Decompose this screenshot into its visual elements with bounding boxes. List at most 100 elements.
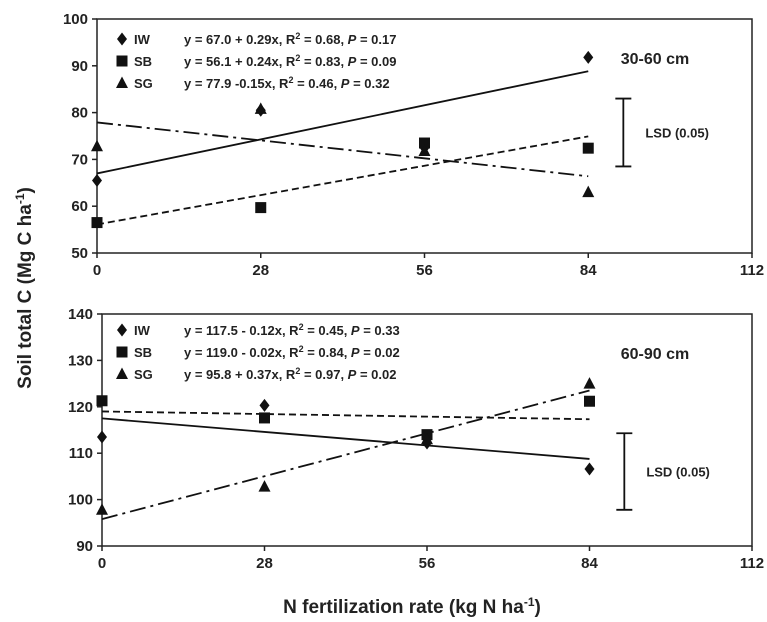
point-sb <box>419 137 430 149</box>
fit-line-sb <box>96 135 589 226</box>
panel-60-90cm: 90 100 110 120 130 140 0 28 56 84 112 IW y = 117.5 -… <box>68 306 764 572</box>
x-tick-label: 28 <box>252 262 269 279</box>
legend-name-sb: SB <box>134 54 152 69</box>
eq-sup: 2 <box>299 344 304 354</box>
eq-part: = 0.32 <box>349 76 389 91</box>
x-tick-label: 84 <box>581 555 598 572</box>
eq-p: P <box>348 54 357 69</box>
y-tick-label: 90 <box>71 58 88 75</box>
eq-sup: 2 <box>295 53 300 63</box>
y-axis-title-text: Soil total C (Mg C ha <box>15 204 36 389</box>
eq-part: = 0.33 <box>360 323 400 338</box>
eq-part: = 0.97, <box>300 367 347 382</box>
x-axis-title-end: ) <box>535 597 541 618</box>
legend-marker-sg <box>116 367 128 379</box>
eq-sup: 2 <box>295 366 300 376</box>
eq-part: = 0.17 <box>356 32 396 47</box>
eq-part: y = 119.0 - 0.02x, R <box>184 345 299 360</box>
eq-part: y = 95.8 + 0.37x, R <box>184 367 296 382</box>
x-tick-label: 0 <box>93 262 101 279</box>
eq-part: y = 117.5 - 0.12x, R <box>184 323 299 338</box>
eq-part: = 0.09 <box>356 54 396 69</box>
eq-sup: 2 <box>295 31 300 41</box>
y-tick-label: 130 <box>68 352 93 369</box>
x-axis-title-text: N fertilization rate (kg N ha <box>283 597 524 618</box>
legend-equation-sg: y = 95.8 + 0.37x, R2 = 0.97, P = 0.02 <box>184 366 396 382</box>
x-axis-title: N fertilization rate (kg N ha-1) <box>283 595 541 618</box>
x-tick-label: 84 <box>580 262 597 279</box>
y-axis-title: Soil total C (Mg C ha-1) <box>13 187 36 389</box>
point-sb <box>259 412 270 424</box>
y-tick-label: 80 <box>71 105 88 122</box>
legend-marker-sg <box>116 76 128 88</box>
eq-part: y = 67.0 + 0.29x, R <box>184 32 296 47</box>
y-tick-label: 110 <box>69 445 93 462</box>
point-sb <box>584 395 595 407</box>
legend-equation-iw: y = 67.0 + 0.29x, R2 = 0.68, P = 0.17 <box>184 31 396 47</box>
eq-p: P <box>351 323 360 338</box>
y-axis-title-end: ) <box>15 187 36 193</box>
y-tick-label: 120 <box>68 399 93 416</box>
legend-equation-sg: y = 77.9 -0.15x, R2 = 0.46, P = 0.32 <box>184 75 390 91</box>
eq-p: P <box>341 76 350 91</box>
point-sg <box>421 432 433 445</box>
point-sg <box>583 377 596 389</box>
point-sg <box>258 480 271 492</box>
lsd-label: LSD (0.05) <box>645 125 709 140</box>
lsd-label: LSD (0.05) <box>646 465 710 480</box>
legend-equation-iw: y = 117.5 - 0.12x, R2 = 0.45, P = 0.33 <box>184 322 400 338</box>
x-tick-label: 0 <box>98 555 106 572</box>
panel-30-60cm: 50 60 70 80 90 100 0 28 56 84 112 IW y = 67.0 + 0.29… <box>63 11 764 279</box>
fit-line-iw <box>101 417 590 460</box>
legend-name-sg: SG <box>134 367 153 382</box>
x-tick-label: 112 <box>740 555 764 572</box>
eq-p: P <box>348 367 357 382</box>
legend-marker-sb <box>116 346 128 358</box>
fit-line-sg <box>96 121 589 178</box>
fit-line-sb <box>101 410 590 421</box>
fit-line-sg <box>101 389 590 520</box>
eq-part: = 0.68, <box>300 32 347 47</box>
point-sb <box>91 217 103 229</box>
point-iw <box>584 462 595 476</box>
eq-part: y = 77.9 -0.15x, R <box>184 76 289 91</box>
y-tick-label: 70 <box>71 151 88 168</box>
y-tick-label: 50 <box>71 245 88 262</box>
y-axis-title-sup: -1 <box>13 193 27 204</box>
eq-part: = 0.84, <box>304 345 351 360</box>
point-sg <box>91 139 103 152</box>
legend-name-iw: IW <box>134 32 151 47</box>
eq-sup: 2 <box>299 322 304 332</box>
eq-part: = 0.83, <box>300 54 347 69</box>
point-sb <box>582 142 594 154</box>
eq-part: = 0.45, <box>304 323 351 338</box>
lsd-bar <box>616 432 633 511</box>
legend-name-sb: SB <box>134 345 152 360</box>
fit-line-iw <box>96 70 589 175</box>
y-tick-label: 140 <box>68 306 93 323</box>
point-sg <box>582 185 595 198</box>
y-tick-label: 90 <box>76 538 93 555</box>
x-tick-label: 56 <box>419 555 436 572</box>
legend-name-sg: SG <box>134 76 153 91</box>
x-axis-title-sup: -1 <box>524 595 535 609</box>
legend-marker-sb <box>116 55 128 67</box>
point-iw <box>92 173 102 187</box>
lsd-bar <box>615 97 632 168</box>
x-tick-label: 28 <box>256 555 273 572</box>
legend-equation-sb: y = 56.1 + 0.24x, R2 = 0.83, P = 0.09 <box>184 53 396 69</box>
point-iw <box>583 50 594 64</box>
point-iw <box>97 430 107 444</box>
x-tick-label: 56 <box>416 262 433 279</box>
depth-label: 30-60 cm <box>621 51 690 68</box>
y-tick-label: 100 <box>68 492 93 509</box>
point-sg <box>254 102 267 114</box>
eq-part: = 0.02 <box>360 345 400 360</box>
point-iw <box>259 398 270 412</box>
legend-marker-iw <box>117 32 127 46</box>
eq-p: P <box>348 32 357 47</box>
y-tick-label: 60 <box>71 198 88 215</box>
point-sb <box>96 395 108 407</box>
legend-equation-sb: y = 119.0 - 0.02x, R2 = 0.84, P = 0.02 <box>184 344 400 360</box>
